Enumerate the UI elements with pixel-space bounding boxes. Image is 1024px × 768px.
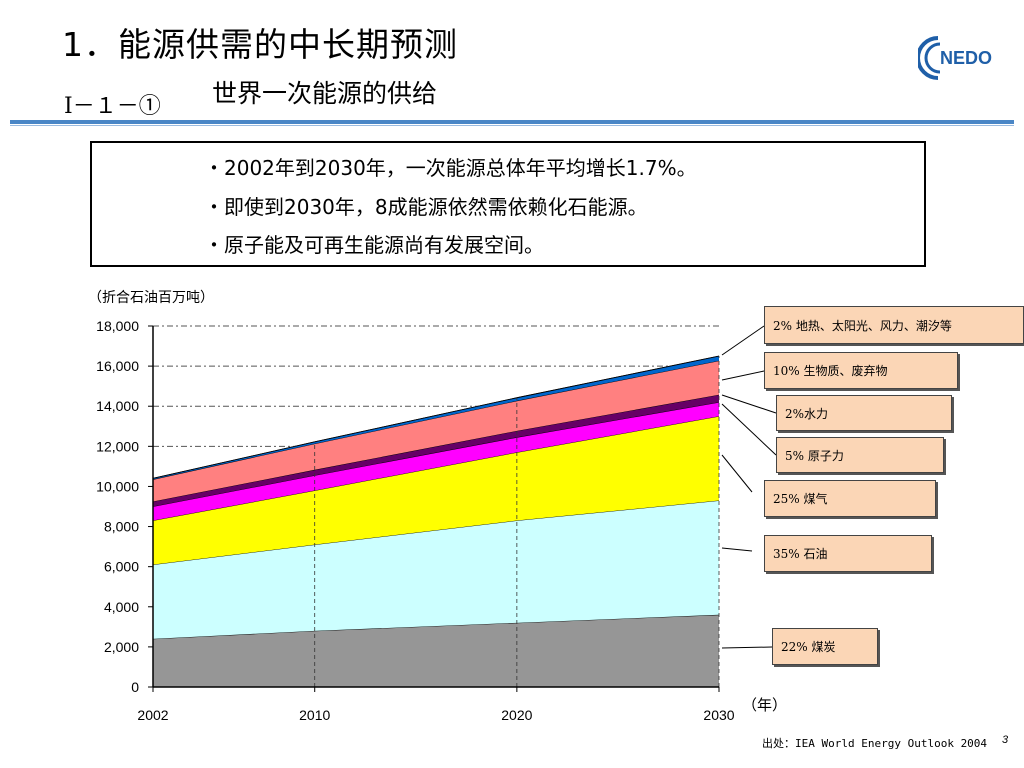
legend-oil: 35% 石油 <box>764 535 932 572</box>
area-fill-1 <box>153 500 719 639</box>
legend-leader-5 <box>721 547 753 552</box>
source-note: 出处：IEA World Energy Outlook 2004 <box>762 737 988 750</box>
x-tick-label-0: 2002 <box>137 707 168 723</box>
area-fill-0 <box>153 614 719 687</box>
unit-label: （折合石油百万吨） <box>88 290 214 306</box>
y-tick-label-8: 16,000 <box>96 358 139 374</box>
legend-coal: 22% 煤炭 <box>772 628 878 665</box>
legend-leader-0 <box>721 325 765 356</box>
y-tick-label-3: 6,000 <box>104 559 139 575</box>
y-tick-label-2: 4,000 <box>104 599 139 615</box>
y-tick-label-1: 2,000 <box>104 639 139 655</box>
header-rule-thin <box>10 125 1014 126</box>
y-tick-label-4: 8,000 <box>104 519 139 535</box>
header-rule <box>10 120 1014 124</box>
page-number: 3 <box>1002 734 1009 746</box>
legend-leader-2 <box>721 394 777 414</box>
legend-leader-6 <box>721 646 773 649</box>
x-tick-label-3: 2030 <box>703 707 734 723</box>
area-fill-4 <box>153 394 719 507</box>
area-fill-3 <box>153 402 719 521</box>
area-edge-6 <box>152 355 720 479</box>
summary-line-2: ・即使到2030年，8成能源依然需依赖化石能源。 <box>204 195 648 219</box>
legend-renewables: 2% 地热、太阳光、风力、潮汐等 <box>764 306 1024 344</box>
legend-nuclear: 5% 原子力 <box>776 437 944 473</box>
x-tick-label-1: 2010 <box>299 707 330 723</box>
legend-leader-3 <box>721 403 777 456</box>
summary-line-3: ・原子能及可再生能源尚有发展空间。 <box>204 233 544 257</box>
x-tick-label-2: 2020 <box>501 707 532 723</box>
summary-box <box>90 141 926 267</box>
y-tick-label-9: 18,000 <box>96 318 139 334</box>
nedo-logo: NEDO <box>918 36 992 80</box>
legend-gas: 25% 煤气 <box>764 480 936 517</box>
area-fill-2 <box>153 416 719 565</box>
y-tick-label-5: 10,000 <box>96 478 139 494</box>
legend-leader-1 <box>721 370 765 381</box>
section-number: Ⅰ－１－① <box>64 94 161 119</box>
area-fill-6 <box>153 356 719 480</box>
area-fill-5 <box>153 360 719 502</box>
y-tick-label-7: 14,000 <box>96 398 139 414</box>
legend-hydro: 2%水力 <box>776 395 952 431</box>
legend-biomass: 10% 生物质、废弃物 <box>764 352 958 389</box>
y-tick-label-6: 12,000 <box>96 438 139 454</box>
svg-text:NEDO: NEDO <box>940 48 992 68</box>
y-tick-label-0: 0 <box>131 679 139 695</box>
summary-line-1: ・2002年到2030年，一次能源总体年平均增长1.7%。 <box>204 156 697 180</box>
page-title: 1．能源供需的中长期预测 <box>62 25 458 64</box>
page-subtitle: 世界一次能源的供给 <box>212 79 438 108</box>
legend-leader-4 <box>721 454 753 493</box>
x-axis-unit: （年） <box>742 696 788 714</box>
